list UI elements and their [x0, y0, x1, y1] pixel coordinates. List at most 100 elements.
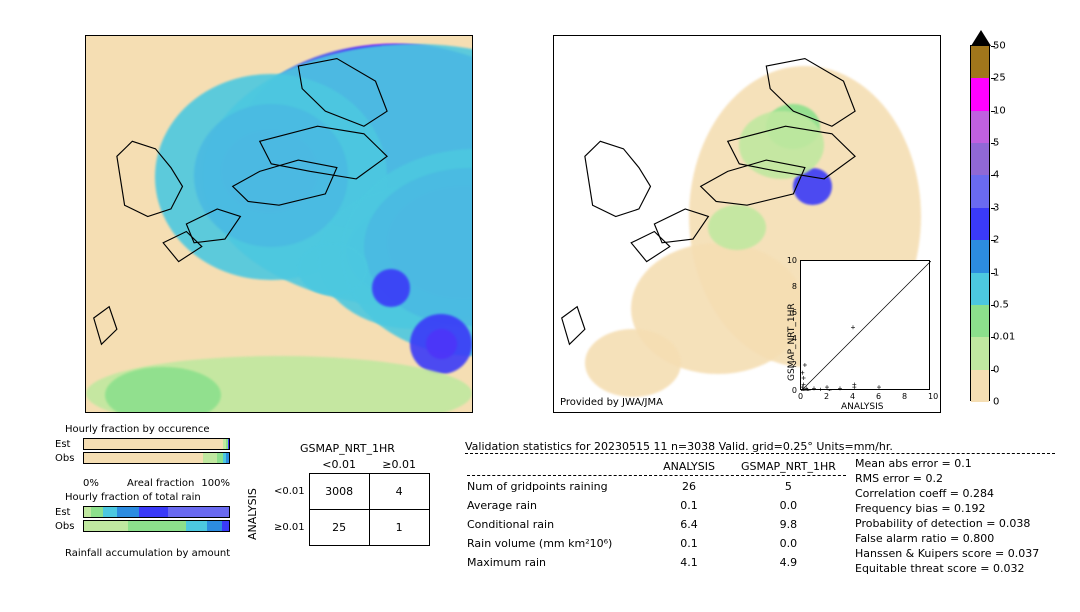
bar-track [83, 438, 230, 450]
stat-label: Average rain [467, 497, 647, 514]
colorbar-segment [971, 78, 989, 110]
contingency-cell: 1 [369, 510, 429, 546]
x-tick: 130°E [179, 412, 209, 413]
bar-segment [103, 507, 118, 517]
metric-row: Frequency bias = 0.192 [855, 501, 1039, 516]
bar-segment [128, 521, 186, 531]
bar-track [83, 506, 230, 518]
stat-analysis: 26 [649, 478, 739, 495]
colorbar-segment [971, 208, 989, 240]
x-tick: 145°E [436, 412, 466, 413]
metric-row: Probability of detection = 0.038 [855, 516, 1039, 531]
stat-gsmap: 4.9 [741, 554, 846, 571]
map-left: GSMAP_NRT_1HR estimates for 20230515 11 … [85, 35, 473, 413]
colorbar-segment [971, 240, 989, 272]
bar-label: Obs [55, 521, 83, 532]
bar-track [83, 452, 230, 464]
colorbar-segment [971, 370, 989, 402]
axis-100pct: 100% [201, 478, 230, 489]
x-tick: 140°E [350, 412, 380, 413]
stat-analysis: 0.1 [649, 497, 739, 514]
validation-table: ANALYSISGSMAP_NRT_1HRNum of gridpoints r… [465, 456, 848, 573]
contingency-cell: 3008 [309, 474, 369, 510]
contingency-cell: 4 [369, 474, 429, 510]
contingency-cell: 25 [309, 510, 369, 546]
colorbar-segment [971, 143, 989, 175]
stat-gsmap: 0.0 [741, 497, 846, 514]
axis-0pct: 0% [83, 478, 99, 489]
stat-label: Num of gridpoints raining [467, 478, 647, 495]
hourly-fraction-total-rain: Hourly fraction of total rain EstObs [55, 506, 230, 534]
contingency-row-header: ANALYSIS [246, 488, 259, 540]
total-rain-title: Hourly fraction of total rain [65, 492, 201, 503]
scatter-inset: 00224466881010ANALYSISGSMAP_NRT_1HR [800, 260, 930, 390]
metric-row: RMS error = 0.2 [855, 471, 1039, 486]
colorbar-tick: 0.01 [993, 332, 1015, 343]
coastline-left [86, 36, 472, 412]
bar-segment [207, 521, 222, 531]
stat-gsmap: 5 [741, 478, 846, 495]
contingency-col-header: GSMAP_NRT_1HR [300, 442, 395, 455]
colorbar-segment [971, 46, 989, 78]
bar-segment [117, 507, 139, 517]
x-tick: 130°E [647, 412, 677, 413]
bar-row: Obs [55, 520, 230, 532]
metric-row: Equitable threat score = 0.032 [855, 561, 1039, 576]
stat-label: Maximum rain [467, 554, 647, 571]
scatter-ylabel: GSMAP_NRT_1HR [787, 303, 797, 381]
scatter-xlabel: ANALYSIS [841, 402, 883, 412]
stat-label: Rain volume (mm km²10⁶) [467, 535, 647, 552]
x-tick: 135°E [733, 412, 763, 413]
colorbar-segment [971, 305, 989, 337]
metric-row: Hanssen & Kuipers score = 0.037 [855, 546, 1039, 561]
colorbar-segment [971, 273, 989, 305]
x-tick: 135°E [265, 412, 295, 413]
x-tick: 140°E [818, 412, 848, 413]
stat-analysis: 0.1 [649, 535, 739, 552]
bar-label: Est [55, 439, 83, 450]
contingency-table: <0.01≥0.01<0.0130084≥0.01251 [270, 456, 430, 546]
colorbar-segment [971, 337, 989, 369]
colorbar-segment [971, 111, 989, 143]
metric-row: Correlation coeff = 0.284 [855, 486, 1039, 501]
bar-segment [186, 521, 208, 531]
stat-analysis: 4.1 [649, 554, 739, 571]
bar-label: Est [55, 507, 83, 518]
colorbar-tick: 0.5 [993, 299, 1009, 310]
stat-gsmap: 9.8 [741, 516, 846, 533]
bar-segment [91, 507, 103, 517]
bar-row: Est [55, 438, 230, 450]
x-tick: 145°E [904, 412, 934, 413]
colorbar-arrow-top [971, 30, 991, 46]
axis-areal-label: Areal fraction [127, 478, 194, 489]
colorbar-segment [971, 175, 989, 207]
bar-segment [84, 439, 223, 449]
bar-segment [228, 439, 229, 449]
x-tick: 125°E [94, 412, 124, 413]
bar-row: Obs [55, 452, 230, 464]
stat-label: Conditional rain [467, 516, 647, 533]
bar-segment [222, 521, 229, 531]
bar-segment [139, 507, 168, 517]
rainfall-acc-footer: Rainfall accumulation by amount [65, 548, 230, 559]
bar-segment [84, 521, 128, 531]
map-right: Hourly Radar-AMeDAS analysis for 2023051… [553, 35, 941, 413]
bar-label: Obs [55, 453, 83, 464]
bar-segment [168, 507, 229, 517]
stat-gsmap: 0.0 [741, 535, 846, 552]
validation-title: Validation statistics for 20230515 11 n=… [465, 440, 1055, 454]
metrics-list: Mean abs error = 0.1RMS error = 0.2Corre… [855, 456, 1039, 576]
hourly-fraction-occurrence: Hourly fraction by occurence EstObs [55, 438, 230, 466]
x-tick: 125°E [562, 412, 592, 413]
bar-segment [84, 507, 91, 517]
bar-segment [226, 453, 229, 463]
bar-segment [84, 453, 203, 463]
colorbar: 502510543210.50.0100 [970, 45, 990, 401]
stat-analysis: 6.4 [649, 516, 739, 533]
bar-segment [203, 453, 218, 463]
bar-row: Est [55, 506, 230, 518]
map-attribution: Provided by JWA/JMA [560, 397, 663, 408]
occurrence-title: Hourly fraction by occurence [65, 424, 209, 435]
metric-row: False alarm ratio = 0.800 [855, 531, 1039, 546]
bar-track [83, 520, 230, 532]
